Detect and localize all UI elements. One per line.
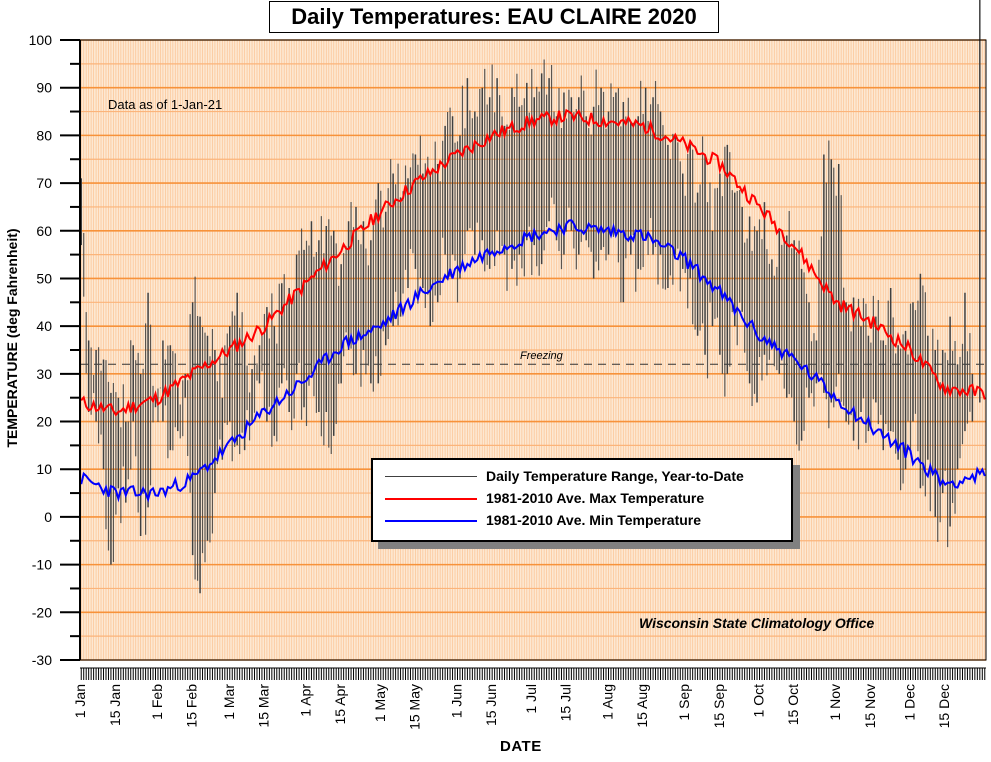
x-tick-label: 15 Jul: [557, 684, 573, 721]
legend-swatch-max: [385, 498, 477, 500]
y-tick-label: 0: [44, 509, 52, 525]
x-tick-label: 15 Jan: [107, 684, 123, 726]
y-tick-label: 100: [29, 32, 53, 48]
x-tick-label: 1 Nov: [827, 684, 843, 721]
chart-title: Daily Temperatures: EAU CLAIRE 2020: [269, 1, 719, 33]
legend-label-max: 1981-2010 Ave. Max Temperature: [486, 490, 705, 506]
y-tick-label: -20: [32, 604, 52, 620]
x-tick-label: 15 Apr: [332, 684, 348, 725]
daily-range-bars: [80, 0, 981, 594]
legend-swatch-min: [385, 520, 477, 522]
x-tick-label: 1 Mar: [221, 684, 237, 720]
y-tick-label: 60: [36, 223, 52, 239]
x-tick-label: 15 Dec: [936, 684, 952, 728]
x-tick-label: 15 Feb: [184, 684, 200, 728]
avg-min-line: [80, 219, 986, 503]
freezing-label: Freezing: [520, 350, 563, 362]
y-tick-label: 80: [36, 127, 52, 143]
x-tick-label: 1 Aug: [600, 684, 616, 720]
x-tick-label: 15 Nov: [862, 684, 878, 728]
y-tick-label: -30: [32, 652, 52, 668]
y-tick-label: 50: [36, 270, 52, 286]
x-tick-label: 15 Aug: [634, 684, 650, 728]
x-tick-label: 1 Jun: [449, 684, 465, 718]
x-tick-label: 1 May: [372, 684, 388, 722]
data-as-of-note: Data as of 1-Jan-21: [108, 97, 223, 112]
y-tick-label: 70: [36, 175, 52, 191]
y-tick-label: 10: [36, 461, 52, 477]
x-axis: 1 Jan 15 Jan 1 Feb 15 Feb 1 Mar 15 Mar 1 Apr 15…: [72, 667, 986, 730]
y-tick-label: 20: [36, 414, 52, 430]
plot-border: [79, 39, 987, 661]
y-tick-label: 30: [36, 366, 52, 382]
x-tick-label: 15 Oct: [785, 684, 801, 725]
legend: Daily Temperature Range, Year-to-Date 19…: [371, 458, 793, 542]
x-tick-label: 15 Mar: [255, 684, 271, 728]
x-tick-label: 1 Sep: [676, 684, 692, 721]
x-axis-label: DATE: [500, 738, 542, 755]
x-tick-label: 1 Oct: [751, 684, 767, 718]
legend-item-range: Daily Temperature Range, Year-to-Date: [373, 466, 791, 488]
x-tick-label: 1 Feb: [149, 684, 165, 720]
x-tick-label: 15 Jun: [483, 684, 499, 726]
credit-label: Wisconsin State Climatology Office: [639, 615, 875, 631]
legend-label-range: Daily Temperature Range, Year-to-Date: [486, 468, 744, 484]
legend-item-max: 1981-2010 Ave. Max Temperature: [373, 488, 791, 510]
y-tick-label: 40: [36, 318, 52, 334]
x-tick-label: 1 Dec: [902, 684, 918, 721]
avg-max-line: [80, 108, 986, 417]
y-axis-label: TEMPERATURE (deg Fahrenheit): [4, 228, 20, 448]
legend-label-min: 1981-2010 Ave. Min Temperature: [486, 512, 702, 528]
y-tick-label: -10: [32, 557, 52, 573]
x-tick-label: 1 Jul: [523, 684, 539, 714]
legend-item-min: 1981-2010 Ave. Min Temperature: [373, 510, 791, 532]
y-tick-label: 90: [36, 80, 52, 96]
x-tick-label: 1 Apr: [298, 684, 314, 717]
legend-swatch-range: [385, 476, 477, 477]
x-tick-label: 1 Jan: [72, 684, 88, 718]
x-tick-label: 15 Sep: [711, 684, 727, 729]
x-tick-label: 15 May: [406, 684, 422, 730]
